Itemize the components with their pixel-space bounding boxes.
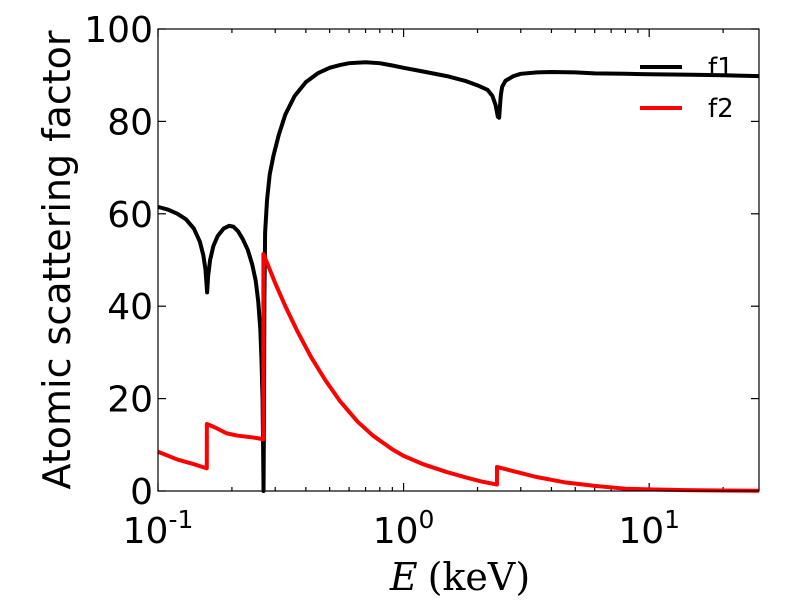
x-axis-label: E (keV) [389,555,530,599]
y-tick-label: 80 [107,102,153,143]
axes-frame [157,28,760,492]
legend-label-f1: f1 [708,53,734,83]
x-tick-label: 100 [373,505,435,552]
x-axis-label-unit: (keV) [428,555,531,599]
x-tick-label: 101 [618,505,680,552]
y-tick-label: 40 [107,287,153,328]
legend: f1 f2 [640,53,734,124]
legend-label-f2: f2 [708,94,734,124]
tick-labels: 0 20 40 60 80 100 10-1 100 101 [84,10,680,552]
y-tick-label: 100 [84,10,153,51]
x-tick-label: 10-1 [123,505,194,552]
y-axis-label: Atomic scattering factor [35,30,79,489]
x-axis-label-var: E [389,555,418,599]
y-tick-label: 60 [107,195,153,236]
series-line-f1 [157,60,760,493]
y-tick-label: 0 [130,472,153,513]
series-lines [157,60,760,493]
series-line-f2 [157,251,760,493]
y-tick-label: 20 [107,380,153,421]
ticks [157,28,759,492]
